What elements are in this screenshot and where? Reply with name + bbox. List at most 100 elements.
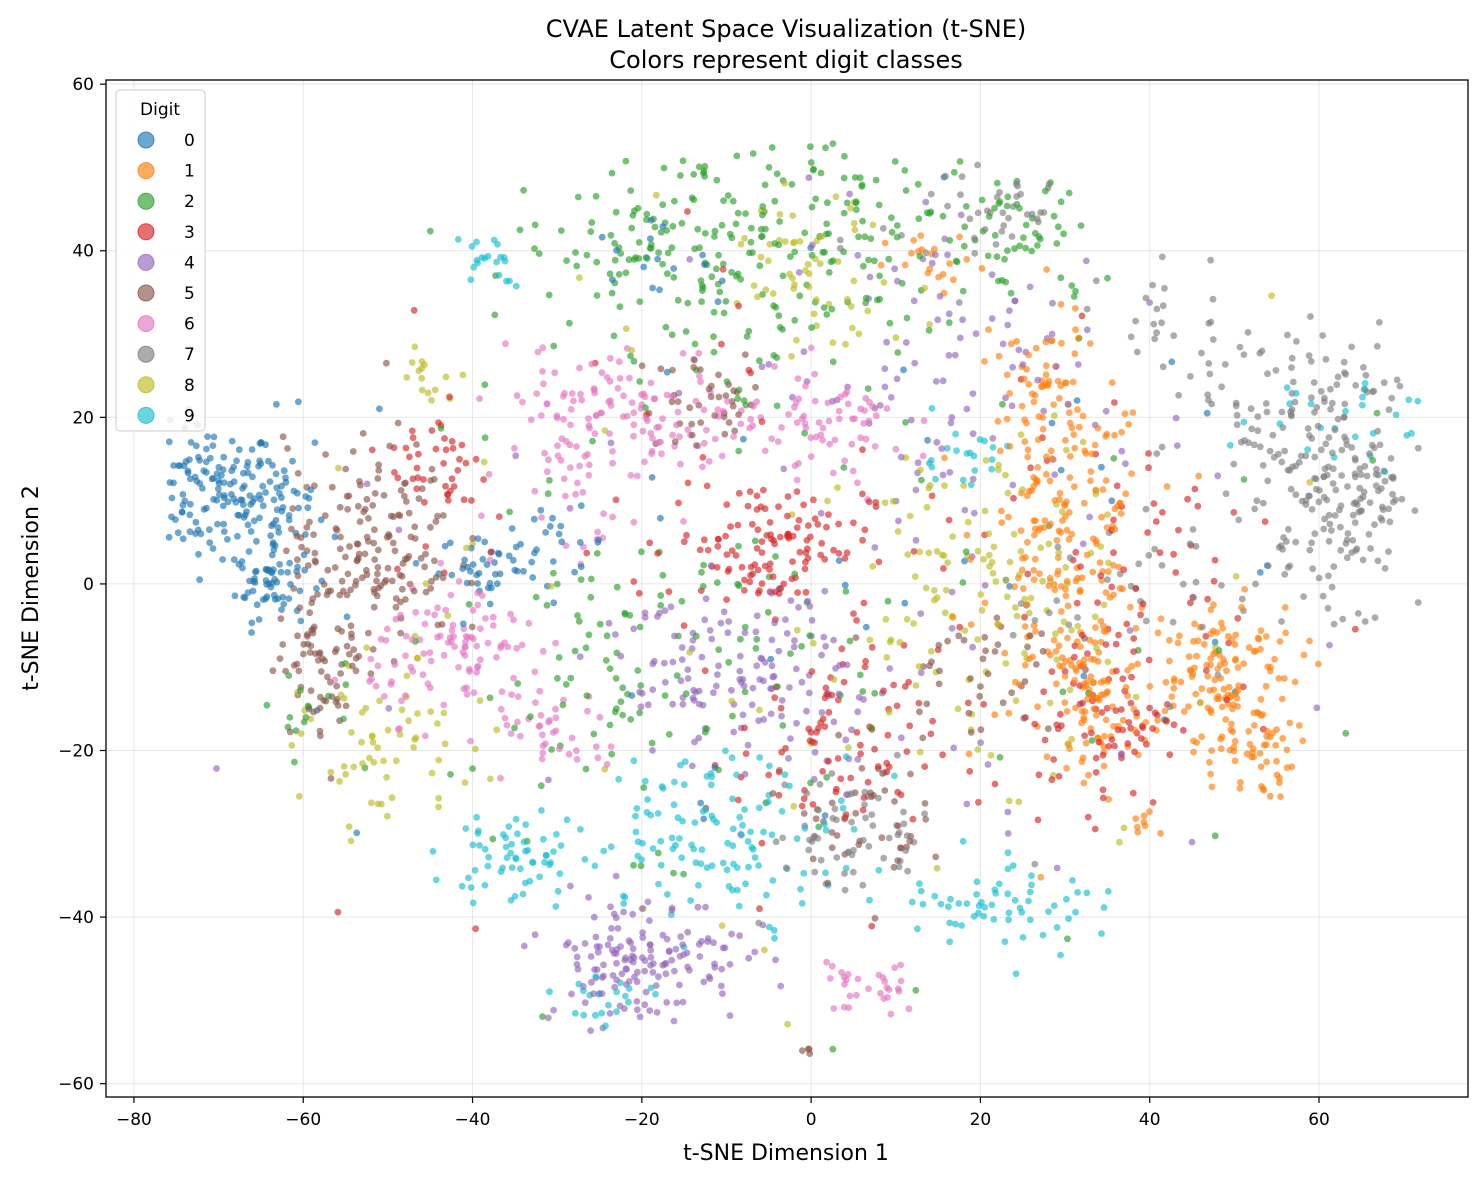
data-point-digit-8 — [766, 240, 774, 248]
data-point-digit-4 — [677, 933, 685, 941]
data-point-digit-1 — [1017, 527, 1025, 535]
data-point-digit-2 — [747, 238, 755, 246]
data-point-digit-8 — [982, 457, 990, 464]
data-point-digit-1 — [1031, 525, 1039, 533]
data-point-digit-9 — [473, 813, 480, 821]
data-point-digit-2 — [625, 256, 633, 264]
data-point-digit-9 — [797, 885, 804, 893]
data-point-digit-9 — [943, 444, 951, 452]
data-point-digit-3 — [817, 551, 825, 559]
data-point-digit-2 — [722, 298, 730, 305]
data-point-digit-4 — [639, 934, 647, 941]
data-point-digit-4 — [702, 903, 709, 911]
data-point-digit-3 — [1115, 631, 1122, 639]
data-point-digit-4 — [787, 735, 794, 742]
data-point-digit-7 — [1363, 472, 1371, 480]
data-point-digit-9 — [955, 900, 963, 907]
data-point-digit-3 — [823, 690, 831, 698]
data-point-digit-1 — [1051, 586, 1059, 594]
data-point-digit-7 — [1158, 443, 1166, 451]
data-point-digit-2 — [773, 170, 781, 178]
data-point-digit-2 — [703, 725, 711, 733]
data-point-digit-9 — [644, 796, 651, 803]
data-point-digit-5 — [353, 540, 361, 548]
data-point-digit-0 — [473, 571, 480, 579]
data-point-digit-7 — [1373, 342, 1381, 350]
data-point-digit-5 — [370, 539, 378, 547]
data-point-digit-4 — [1083, 326, 1091, 334]
data-point-digit-8 — [990, 543, 998, 551]
data-point-digit-2 — [1001, 255, 1008, 263]
data-point-digit-9 — [958, 922, 966, 929]
data-point-digit-3 — [583, 549, 591, 557]
data-point-digit-0 — [206, 526, 213, 534]
data-point-digit-4 — [649, 968, 657, 976]
data-point-digit-7 — [1150, 320, 1158, 328]
data-point-digit-1 — [1061, 699, 1069, 706]
data-point-digit-4 — [835, 690, 843, 698]
data-point-digit-6 — [565, 750, 573, 758]
data-point-digit-2 — [670, 869, 677, 877]
data-point-digit-5 — [392, 603, 400, 611]
data-point-digit-6 — [861, 407, 868, 414]
data-point-digit-6 — [658, 450, 665, 458]
data-point-digit-3 — [1123, 620, 1131, 628]
data-point-digit-9 — [755, 862, 762, 869]
data-point-digit-9 — [654, 810, 662, 817]
data-point-digit-3 — [1094, 599, 1101, 606]
data-point-digit-8 — [1037, 544, 1045, 552]
data-point-digit-0 — [192, 518, 200, 526]
data-point-digit-0 — [508, 525, 516, 532]
data-point-digit-4 — [638, 905, 646, 912]
data-point-digit-8 — [892, 334, 900, 342]
data-point-digit-6 — [566, 464, 574, 472]
data-point-digit-6 — [474, 601, 482, 609]
data-point-digit-1 — [1198, 685, 1206, 693]
data-point-digit-6 — [609, 513, 616, 521]
data-point-digit-5 — [363, 533, 371, 541]
data-point-digit-4 — [593, 943, 601, 950]
data-point-digit-3 — [793, 524, 801, 531]
data-point-digit-9 — [771, 934, 778, 942]
data-point-digit-6 — [396, 725, 403, 733]
data-point-digit-7 — [1033, 215, 1041, 223]
data-point-digit-7 — [1250, 441, 1258, 449]
data-point-digit-6 — [860, 420, 868, 427]
data-point-digit-1 — [1105, 795, 1112, 803]
data-point-digit-9 — [707, 781, 715, 789]
data-point-digit-8 — [440, 709, 448, 717]
data-point-digit-6 — [513, 392, 521, 399]
data-point-digit-9 — [680, 781, 688, 789]
data-point-digit-7 — [1292, 538, 1300, 546]
data-point-digit-1 — [1064, 602, 1072, 610]
data-point-digit-3 — [1133, 709, 1140, 717]
data-point-digit-2 — [1022, 221, 1030, 229]
data-point-digit-6 — [473, 668, 480, 676]
data-point-digit-5 — [311, 557, 319, 565]
data-point-digit-2 — [660, 164, 668, 172]
data-point-digit-2 — [302, 714, 310, 721]
data-point-digit-5 — [375, 461, 382, 469]
data-point-digit-9 — [978, 898, 985, 906]
data-point-digit-2 — [959, 579, 967, 586]
data-point-digit-6 — [648, 450, 655, 458]
data-point-digit-4 — [688, 762, 696, 770]
legend-label: 8 — [184, 376, 195, 396]
data-point-digit-6 — [557, 456, 565, 464]
data-point-digit-5 — [349, 448, 357, 455]
data-point-digit-0 — [244, 469, 252, 477]
data-point-digit-3 — [875, 558, 883, 566]
data-point-digit-5 — [668, 398, 676, 406]
data-point-digit-5 — [809, 855, 817, 863]
data-point-digit-9 — [522, 821, 530, 828]
data-point-digit-6 — [539, 368, 546, 375]
data-point-digit-3 — [1202, 632, 1210, 640]
data-point-digit-6 — [514, 718, 521, 726]
data-point-digit-2 — [1211, 832, 1219, 840]
data-point-digit-1 — [1275, 675, 1283, 682]
data-point-digit-4 — [948, 588, 956, 596]
data-point-digit-5 — [468, 623, 476, 631]
data-point-digit-4 — [641, 1001, 649, 1009]
data-point-digit-9 — [1057, 951, 1064, 959]
data-point-digit-7 — [1311, 474, 1318, 482]
